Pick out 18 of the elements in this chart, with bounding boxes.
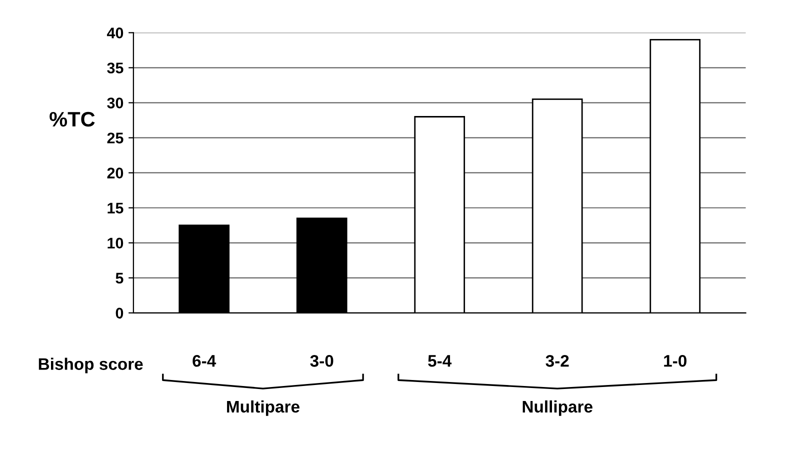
y-tick-label: 15 [108, 202, 124, 214]
y-tick-label: 25 [107, 132, 124, 144]
y-tick-label: 40 [106, 28, 124, 38]
text: Nullipare [522, 400, 592, 416]
x-tick-label: 3-2 [546, 354, 569, 367]
x-axis-title: Bishop score [38, 358, 143, 374]
y-tick-label: 35 [107, 62, 124, 74]
text: Multipare [227, 400, 300, 416]
y-tick-label: 10 [108, 238, 124, 249]
x-tick-label: 1-0 [664, 354, 686, 367]
y-tick-label: 30 [107, 98, 124, 108]
x-tick-label: 6-4 [192, 354, 216, 367]
x-tick-label: 3-0 [310, 354, 334, 367]
x-tick-label: 5-4 [428, 355, 452, 367]
y-tick-label: 0 [116, 308, 124, 319]
y-tick-label: 20 [107, 168, 124, 178]
y-tick-label: 5 [116, 272, 124, 284]
y-axis-title: %TC [50, 112, 95, 127]
